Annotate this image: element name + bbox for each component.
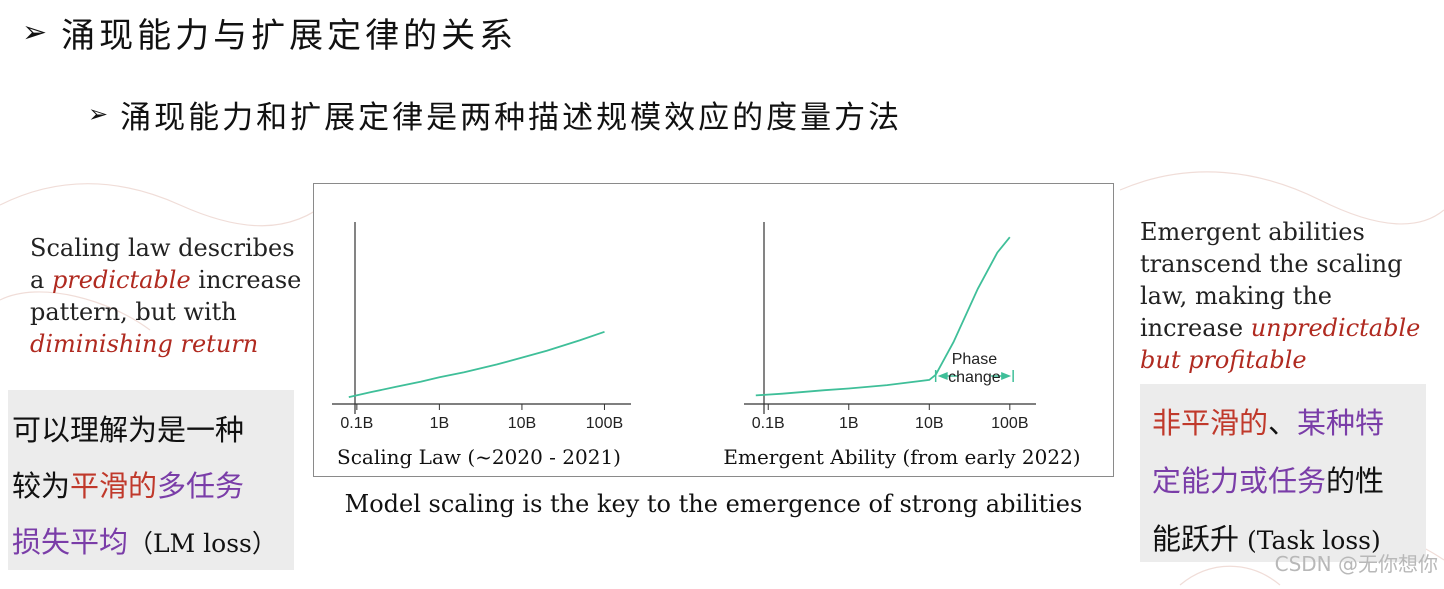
lm-loss-box: 可以理解为是一种 较为平滑的多任务 损失平均（LM loss）: [8, 390, 294, 570]
box-highlight-red: 非平滑的: [1152, 406, 1269, 440]
arrow-bullet-icon: ➢: [88, 100, 109, 128]
box-highlight-purple: 某种特: [1297, 406, 1385, 440]
slide-title: ➢ 涌现能力与扩展定律的关系: [22, 2, 517, 62]
box-text: （LM loss）: [128, 529, 277, 558]
series-line: [348, 330, 605, 398]
emergent-ability-note: Emergent abilities transcend the scaling…: [1140, 216, 1440, 376]
watermark: CSDN @无你想你: [1274, 552, 1438, 576]
x-tick-label: 1B: [839, 415, 859, 432]
box-line: 较为平滑的多任务: [12, 458, 286, 514]
chart-title: Scaling Law (~2020 - 2021): [337, 445, 621, 469]
box-line: 定能力或任务的性: [1152, 452, 1420, 510]
note-emphasis: predictable: [51, 266, 191, 294]
box-text: 能跃升: [1152, 522, 1240, 556]
note-text: a: [30, 266, 52, 294]
phase-arrow-icon: [937, 372, 948, 380]
x-tick-label: 10B: [508, 415, 536, 432]
note-line: transcend the scaling: [1140, 250, 1403, 278]
x-tick-label: 100B: [991, 415, 1028, 432]
annotation-label: Phase: [952, 351, 997, 368]
box-line: 损失平均（LM loss）: [12, 514, 286, 572]
chart-panel: 0.1B 1B 10B 100B Scaling Law (~2020 - 2021) 0…: [313, 183, 1114, 477]
series-line: [755, 236, 1011, 397]
box-line: 可以理解为是一种: [12, 413, 245, 447]
note-text: increase: [190, 266, 302, 294]
box-highlight-purple: 损失平均: [12, 525, 129, 559]
note-emphasis: but profitable: [1140, 346, 1307, 374]
box-text: 的性: [1326, 464, 1385, 498]
scaling-law-note: Scaling law describes a predictable incr…: [30, 232, 320, 360]
note-text: increase: [1140, 314, 1251, 342]
box-text: 较为: [12, 469, 71, 503]
box-highlight-purple: 多任务: [157, 469, 245, 503]
note-emphasis: diminishing return: [30, 330, 259, 358]
x-tick-label: 100B: [586, 415, 623, 432]
phase-arrow-icon: [1001, 372, 1012, 380]
note-line: pattern, but with: [30, 298, 237, 326]
chart-title: Emergent Ability (from early 2022): [723, 445, 1080, 469]
box-text: (Task loss): [1239, 526, 1381, 555]
box-line: 非平滑的、某种特: [1152, 394, 1420, 452]
box-text: 、: [1268, 406, 1298, 440]
note-emphasis: unpredictable: [1250, 314, 1421, 342]
x-tick-label: 0.1B: [752, 415, 785, 432]
box-highlight-red: 平滑的: [70, 469, 158, 503]
charts-svg: 0.1B 1B 10B 100B Scaling Law (~2020 - 2021) 0…: [332, 222, 1081, 469]
note-line: Scaling law describes: [30, 234, 295, 262]
annotation-label: change: [948, 369, 1001, 386]
x-tick-label: 0.1B: [340, 415, 373, 432]
note-line: Emergent abilities: [1140, 218, 1365, 246]
slide-title-text: 涌现能力与扩展定律的关系: [61, 15, 518, 56]
x-tick-label: 10B: [915, 415, 943, 432]
note-line: law, making the: [1140, 282, 1332, 310]
x-tick-label: 1B: [430, 415, 450, 432]
arrow-bullet-icon: ➢: [22, 14, 48, 50]
chart-caption: Model scaling is the key to the emergenc…: [344, 490, 1083, 518]
slide-subtitle-text: 涌现能力和扩展定律是两种描述规模效应的度量方法: [120, 99, 903, 136]
slide-subtitle: ➢ 涌现能力和扩展定律是两种描述规模效应的度量方法: [88, 86, 902, 142]
box-highlight-purple: 定能力或任务: [1152, 464, 1327, 498]
note-line: increase unpredictable: [1140, 312, 1440, 344]
note-line: a predictable increase: [30, 264, 320, 296]
box-line: 能跃升 (Task loss): [1152, 510, 1420, 570]
task-loss-box: 非平滑的、某种特 定能力或任务的性 能跃升 (Task loss): [1140, 384, 1426, 562]
